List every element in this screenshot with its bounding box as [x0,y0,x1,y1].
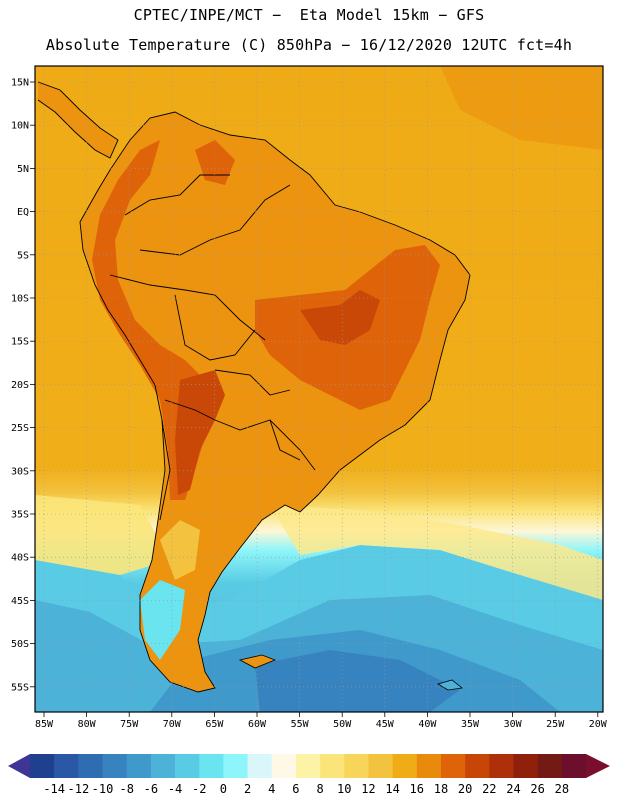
lon-label: 30W [504,719,523,730]
colorbar-cell [561,754,587,778]
venezuela-hot-zone [195,140,235,185]
colorbar-label: -2 [192,782,206,796]
colorbar-label: 18 [434,782,448,796]
longitude-labels: 85W 80W 75W 70W 65W 60W 55W 50W 45W 40W 35W 30W 25W 2… [35,712,608,730]
colorbar-label: 20 [458,782,472,796]
colorbar-cell [440,754,466,778]
cold-core [255,650,460,712]
lat-label: 30S [11,466,29,477]
colorbar-cell [54,754,79,778]
temperature-field [35,66,603,712]
colorbar-label: 24 [506,782,520,796]
lon-label: 70W [163,719,182,730]
colorbar-cell [537,754,563,778]
colorbar-cell [295,754,321,778]
lat-label: 10S [11,294,29,305]
lat-label: 55S [11,682,29,693]
colorbar-cell [465,754,490,778]
colorbar-label: 28 [555,782,569,796]
colorbar-cell [126,754,152,778]
colorbar-low-arrow [8,754,30,778]
colorbar-label: 6 [292,782,299,796]
colorbar-cell [247,754,273,778]
lon-label: 85W [35,719,54,730]
lat-label: 5S [17,250,29,261]
brazil-hottest-zone [300,290,380,345]
colorbar-label: -4 [168,782,182,796]
colorbar-label: 0 [220,782,227,796]
lon-label: 80W [78,719,97,730]
lat-label: 40S [11,553,29,564]
colorbar-cell [392,754,418,778]
colorbar-label: 10 [337,782,351,796]
lon-label: 50W [333,719,352,730]
colorbar-label: 4 [268,782,275,796]
cool-band-east [270,505,603,600]
lon-label: 65W [205,719,224,730]
lon-label: 35W [461,719,480,730]
lat-label: 50S [11,639,29,650]
colorbar-cell [416,754,442,778]
chaco-hottest-zone [175,370,225,495]
colorbar-label: 22 [482,782,496,796]
patagonia-cool-zone [160,520,200,580]
lat-label: 5N [17,164,29,175]
colorbar-cell [368,754,393,778]
lat-label: 25S [11,423,29,434]
map-subtitle: Absolute Temperature (C) 850hPa − 16/12/… [45,36,573,54]
lat-label: 15N [11,78,29,89]
lon-label: 60W [248,719,267,730]
lat-label: 15S [11,337,29,348]
colorbar-label: 26 [530,782,544,796]
falkland-islands [238,654,277,669]
colorbar-high-arrow [586,754,610,778]
colorbar-cell [223,754,248,778]
colorbar-cell [320,754,345,778]
lon-label: 40W [418,719,437,730]
latitude-labels: 15N 10N 5N EQ 5S 10S 15S 20S 25S 30S 35S 40S 45S 50S 5… [11,78,35,693]
warm-north-band [440,66,603,150]
south-georgia [437,679,463,691]
lat-label: 20S [11,380,29,391]
colorbar-label: -12 [68,782,90,796]
lat-label: 35S [11,510,29,521]
colorbar-cell [513,754,538,778]
colorbar-label: 14 [385,782,399,796]
graticule [35,66,603,712]
lon-label: 75W [120,719,139,730]
central-america-land [38,82,118,158]
colorbar-cell [344,754,369,778]
colorbar-cell [30,754,55,778]
colorbar-cell [150,754,176,778]
colorbar-label: 16 [410,782,424,796]
lon-label: 45W [376,719,395,730]
lon-label: 25W [546,719,565,730]
lat-label: 45S [11,596,29,607]
andes-south-cold [140,580,185,660]
lon-label: 20W [589,719,608,730]
colorbar-label: 12 [361,782,375,796]
cool-band-west [35,495,170,575]
colorbar-cell [199,754,224,778]
colorbar-label: -8 [119,782,133,796]
lat-label: 10N [11,121,29,132]
colorbar-label: 2 [244,782,251,796]
colorbar-label: -14 [43,782,65,796]
colorbar-cell [78,754,103,778]
map-frame [34,65,604,713]
lat-label: EQ [17,207,29,218]
map-title: CPTEC/INPE/MCT − Eta Model 15km − GFS [133,6,485,24]
country-borders [37,81,471,693]
colorbar-cell [489,754,514,778]
colorbar-cell [102,754,127,778]
colorbar-cell [175,754,200,778]
colorbar-label: 8 [316,782,323,796]
colorbar: -14 -12 -10 -8 -6 -4 -2 0 2 4 6 8 10 12 14 16 18 20 22 24 26… [8,754,610,796]
colorbar-cell [271,754,297,778]
lon-label: 55W [291,719,310,730]
colorbar-label: -10 [92,782,114,796]
colorbar-label: -6 [144,782,158,796]
